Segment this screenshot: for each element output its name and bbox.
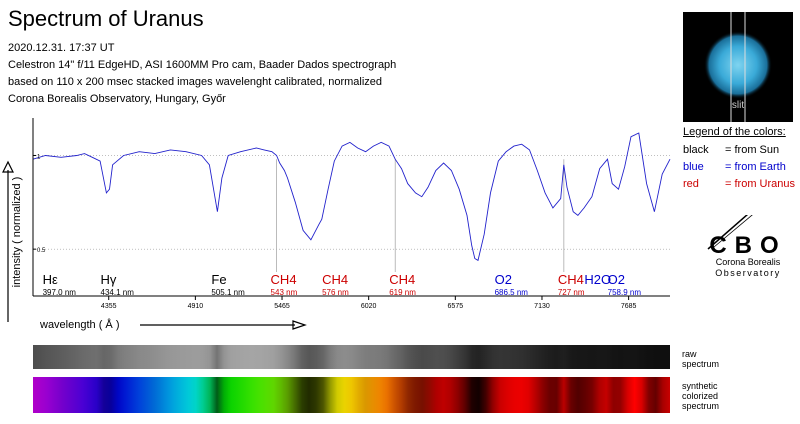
info-line-date: 2020.12.31. 17:37 UT (8, 42, 115, 54)
x-axis-arrowhead (292, 320, 307, 330)
spectral-line-value: 434.1 nm (101, 288, 135, 297)
spectral-line-name: CH4 (558, 272, 584, 287)
spectral-line-name: Fe (211, 272, 226, 287)
spectral-line-value: 686.5 nm (495, 288, 529, 297)
cbo-abbr: CBO (709, 232, 786, 259)
legend-entry-uranus: red = from Uranus (683, 178, 795, 190)
legend-key: red (683, 178, 699, 190)
legend-key: black (683, 144, 709, 156)
raw-label-line1: raw (682, 349, 697, 359)
cbo-name-line2: Observatory (715, 268, 781, 278)
x-tick-labels: 4355 4910 5465 6020 6575 7130 7685 (101, 303, 637, 310)
x-tick-label: 6020 (361, 303, 377, 310)
legend-key: blue (683, 161, 704, 173)
x-tick-label: 7685 (621, 303, 637, 310)
spectrum-line (32, 132, 671, 262)
raw-label-line2: spectrum (682, 359, 720, 369)
x-tick-label: 5465 (274, 303, 290, 310)
legend-title: Legend of the colors: (683, 126, 786, 138)
x-tick-label: 6575 (448, 303, 464, 310)
line-marker-layer (276, 159, 565, 272)
y-tick-labels: 0.51 (37, 154, 46, 254)
info-line-equipment: Celestron 14" f/11 EdgeHD, ASI 1600MM Pr… (8, 59, 397, 71)
x-tick-label: 4910 (188, 303, 204, 310)
y-tick-label: 0.5 (37, 248, 46, 254)
x-tick-label: 4355 (101, 303, 117, 310)
legend-entry-earth: blue = from Earth (683, 161, 786, 173)
y-axis-arrowhead (2, 160, 14, 173)
chart-axes (32, 118, 670, 300)
x-axis-label: wavelength ( Å ) (39, 318, 119, 331)
spectral-line-value: 576 nm (322, 288, 349, 297)
synth-label-line2: colorized (682, 391, 719, 401)
spectral-line-name: CH4 (389, 272, 415, 287)
slit-label: slit (732, 100, 744, 111)
uranus-thumbnail: slit (683, 12, 793, 122)
x-tick-label: 7130 (534, 303, 550, 310)
y-axis-label: intensity ( normalized ) (11, 177, 23, 288)
uranus-disk (704, 31, 772, 99)
page-title: Spectrum of Uranus (8, 6, 204, 31)
spectral-line-name: H2O (584, 272, 611, 287)
info-line-processing: based on 110 x 200 msec stacked images w… (8, 76, 383, 88)
raw-spectrum-strip (33, 345, 670, 369)
legend-entry-sun: black = from Sun (683, 144, 779, 156)
spectral-line-value: 758.9 nm (608, 288, 642, 297)
legend-desc: = from Uranus (725, 178, 795, 190)
chart-gridlines (33, 155, 670, 250)
legend-desc: = from Earth (725, 161, 786, 173)
spectral-line-name: Hε (43, 272, 58, 287)
spectral-line-value: 619 nm (389, 288, 416, 297)
synthetic-spectrum-label: synthetic colorized spectrum (682, 381, 719, 411)
spectral-line-name: CH4 (322, 272, 348, 287)
spectral-line-name: Hγ (101, 272, 117, 287)
info-line-observatory: Corona Borealis Observatory, Hungary, Gy… (8, 93, 226, 105)
cbo-logo: CBO Corona Borealis Observatory (700, 192, 795, 285)
spectral-line-name: O2 (608, 272, 625, 287)
legend-desc: = from Sun (725, 144, 780, 156)
cbo-logo-graphic: CBO Corona Borealis Observatory (707, 192, 786, 278)
spectral-line-value: 505.1 nm (211, 288, 245, 297)
spectral-line-name: CH4 (271, 272, 297, 287)
uranus-image: slit (704, 12, 772, 122)
spectral-line-value: 397.0 nm (43, 288, 77, 297)
cbo-name-line1: Corona Borealis (716, 257, 781, 267)
raw-spectrum-label: raw spectrum (682, 349, 719, 369)
spectrum-chart: 4355 4910 5465 6020 6575 7130 7685 0.51 Hε397.… (2, 118, 671, 331)
synth-label-line1: synthetic (682, 381, 718, 391)
spectral-line-value: 543 nm (271, 288, 298, 297)
synth-label-line3: spectrum (682, 401, 720, 411)
spectral-line-name: O2 (495, 272, 512, 287)
synthetic-spectrum-strip (33, 377, 670, 413)
y-tick-label: 1 (37, 154, 41, 160)
spectral-line-value: 727 nm (558, 288, 585, 297)
